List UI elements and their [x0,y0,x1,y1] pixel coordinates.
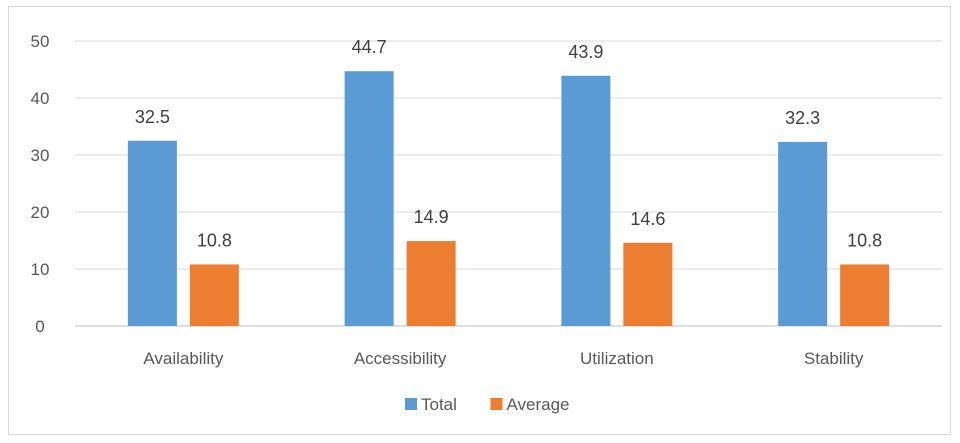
data-labels: 32.5 10.8 44.7 14.9 43.9 14.6 32.3 10.8 [135,37,882,250]
legend-swatch-total [405,398,417,410]
data-label: 10.8 [847,230,882,250]
y-axis-ticks: 0 10 20 30 40 50 [31,32,50,336]
data-label: 43.9 [568,42,603,62]
data-label: 32.5 [135,107,170,127]
y-tick-label: 20 [31,203,50,222]
legend-swatch-average [490,398,503,410]
data-label: 32.3 [785,108,820,128]
data-label: 44.7 [352,37,387,57]
data-label: 14.9 [414,207,449,227]
bar-average-availability [189,264,239,326]
legend-label-average: Average [507,395,570,414]
data-label: 10.8 [197,230,232,250]
bar-total-utilization [561,75,611,327]
bars [127,71,890,327]
x-axis-categories: Availability Accessibility Utilization Stab… [143,349,864,368]
y-tick-label: 10 [31,260,50,279]
x-category-label: Availability [143,349,224,368]
legend-label-total: Total [421,395,457,414]
x-category-label: Accessibility [354,349,447,368]
bar-average-utilization [623,242,673,326]
bar-average-accessibility [406,241,456,326]
bar-total-availability [127,140,177,326]
x-category-label: Utilization [580,349,654,368]
data-label: 14.6 [630,209,665,229]
y-tick-label: 0 [35,317,44,336]
bar-total-stability [778,141,828,326]
legend: Total Average [405,395,570,414]
bar-average-stability [840,264,890,326]
y-tick-label: 40 [31,89,50,108]
x-category-label: Stability [804,349,864,368]
y-tick-label: 50 [31,32,50,51]
bar-total-accessibility [344,71,394,327]
y-tick-label: 30 [31,146,50,165]
